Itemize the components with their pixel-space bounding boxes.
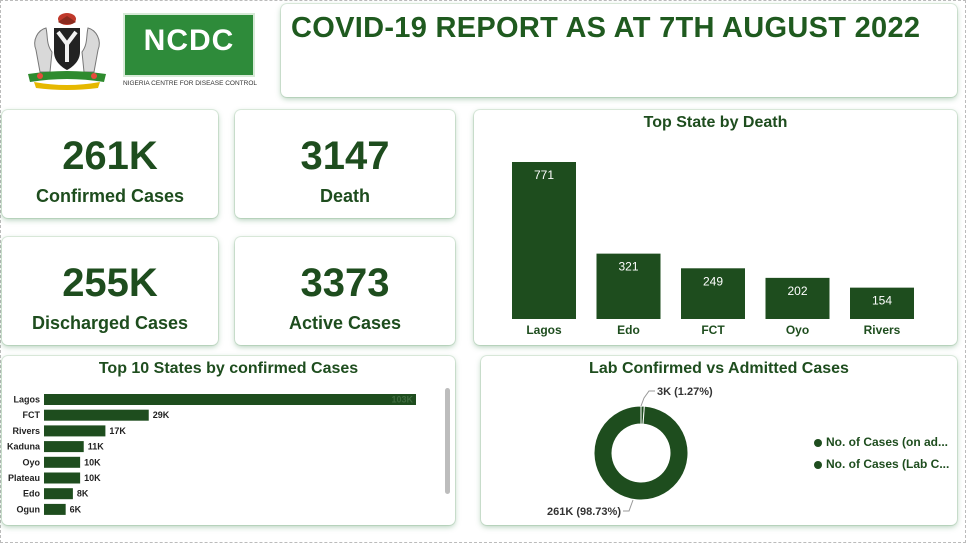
data-label: 29K <box>153 410 170 420</box>
bar <box>44 503 66 515</box>
kpi-discharged-cases: 255K Discharged Cases <box>2 237 218 345</box>
kpi-label: Confirmed Cases <box>35 186 185 206</box>
legend-dot <box>814 438 822 447</box>
nigeria-coat-of-arms-icon <box>28 13 106 90</box>
bar <box>44 488 73 500</box>
kpi-active-cases: 3373 Active Cases <box>235 237 455 345</box>
tick-label: Plateau <box>8 473 40 483</box>
data-label: 154 <box>872 294 892 308</box>
bar <box>765 277 830 319</box>
bar <box>44 425 106 437</box>
kpi-confirmed-cases: 261K Confirmed Cases <box>2 110 218 218</box>
bar <box>681 268 745 319</box>
data-label: 321 <box>618 260 638 274</box>
top-state-by-death-card: Top State by Death 771 Lagos 321 Edo 249 FCT 2… <box>474 110 957 345</box>
title-card: COVID-19 REPORT AS AT 7TH AUGUST 2022 <box>281 4 957 97</box>
bar <box>512 162 576 319</box>
ncdc-logo-text: NCDC <box>143 24 235 57</box>
ncdc-subtitle: NIGERIA CENTRE FOR DISEASE CONTROL <box>123 80 257 87</box>
legend-item[interactable]: No. of Cases (on ad... <box>814 435 948 449</box>
chart-title: Top State by Death <box>643 114 788 131</box>
kpi-label: Active Cases <box>288 313 402 333</box>
donut-chart: 3K (1.27%) 261K (98.73%) <box>547 386 713 518</box>
data-label: 771 <box>534 168 554 182</box>
ncdc-logo: NCDC <box>123 13 255 77</box>
data-label: 10K <box>84 457 101 467</box>
data-label: 202 <box>787 284 807 298</box>
data-label: 11K <box>88 442 105 452</box>
data-label: 3K (1.27%) <box>657 386 713 398</box>
bar <box>596 253 661 319</box>
bar <box>850 287 914 319</box>
leader-line <box>623 499 634 512</box>
kpi-label: Death <box>319 186 370 206</box>
page-title: COVID-19 REPORT AS AT 7TH AUGUST 2022 <box>291 12 921 44</box>
bar <box>44 472 81 484</box>
death-bar-chart: 771 Lagos 321 Edo 249 FCT 202 Oyo 154 Rivers <box>512 162 914 337</box>
tick-label: Ogun <box>17 504 41 514</box>
bar <box>44 409 149 421</box>
data-label: 17K <box>109 426 126 436</box>
bar <box>44 441 84 453</box>
lab-vs-admitted-card: Lab Confirmed vs Admitted Cases 3K (1.27… <box>481 356 957 525</box>
tick-label: Edo <box>617 323 640 337</box>
legend-label: No. of Cases (Lab C... <box>826 457 950 471</box>
kpi-value: 3147 <box>300 134 390 178</box>
tick-label: Lagos <box>526 323 562 337</box>
tick-label: Edo <box>23 489 41 499</box>
kpi-value: 261K <box>62 134 158 178</box>
legend-label: No. of Cases (on ad... <box>826 435 949 449</box>
tick-label: FCT <box>23 410 41 420</box>
kpi-label: Discharged Cases <box>31 313 189 333</box>
tick-label: Rivers <box>12 426 40 436</box>
chart-title: Top 10 States by confirmed Cases <box>98 360 359 377</box>
kpi-death: 3147 Death <box>235 110 455 218</box>
kpi-value: 255K <box>62 261 158 305</box>
data-label: 103K <box>391 395 413 405</box>
chart-title: Lab Confirmed vs Admitted Cases <box>589 360 849 377</box>
bar <box>44 394 416 405</box>
bar <box>44 456 81 468</box>
chart-scrollbar[interactable] <box>445 388 450 494</box>
legend-item[interactable]: No. of Cases (Lab C... <box>814 457 949 471</box>
data-label: 6K <box>70 504 82 514</box>
tick-label: Kaduna <box>7 442 41 452</box>
data-label: 10K <box>84 473 101 483</box>
tick-label: Oyo <box>786 323 809 337</box>
data-label: 249 <box>703 274 723 288</box>
tick-label: Rivers <box>864 323 901 337</box>
tick-label: Oyo <box>22 457 40 467</box>
legend-dot <box>814 460 822 469</box>
tick-label: Lagos <box>13 395 40 405</box>
data-label: 261K (98.73%) <box>547 506 621 518</box>
donut-slice <box>593 405 689 501</box>
top-states-confirmed-card: Top 10 States by confirmed Cases Lagos 10… <box>2 356 455 525</box>
confirmed-bar-chart: Lagos 103K FCT 29K Rivers 17K Kaduna 11K Oyo 10K P… <box>7 394 416 515</box>
leader-line <box>640 390 655 407</box>
data-label: 8K <box>77 489 89 499</box>
kpi-value: 3373 <box>300 261 390 305</box>
tick-label: FCT <box>701 323 725 337</box>
